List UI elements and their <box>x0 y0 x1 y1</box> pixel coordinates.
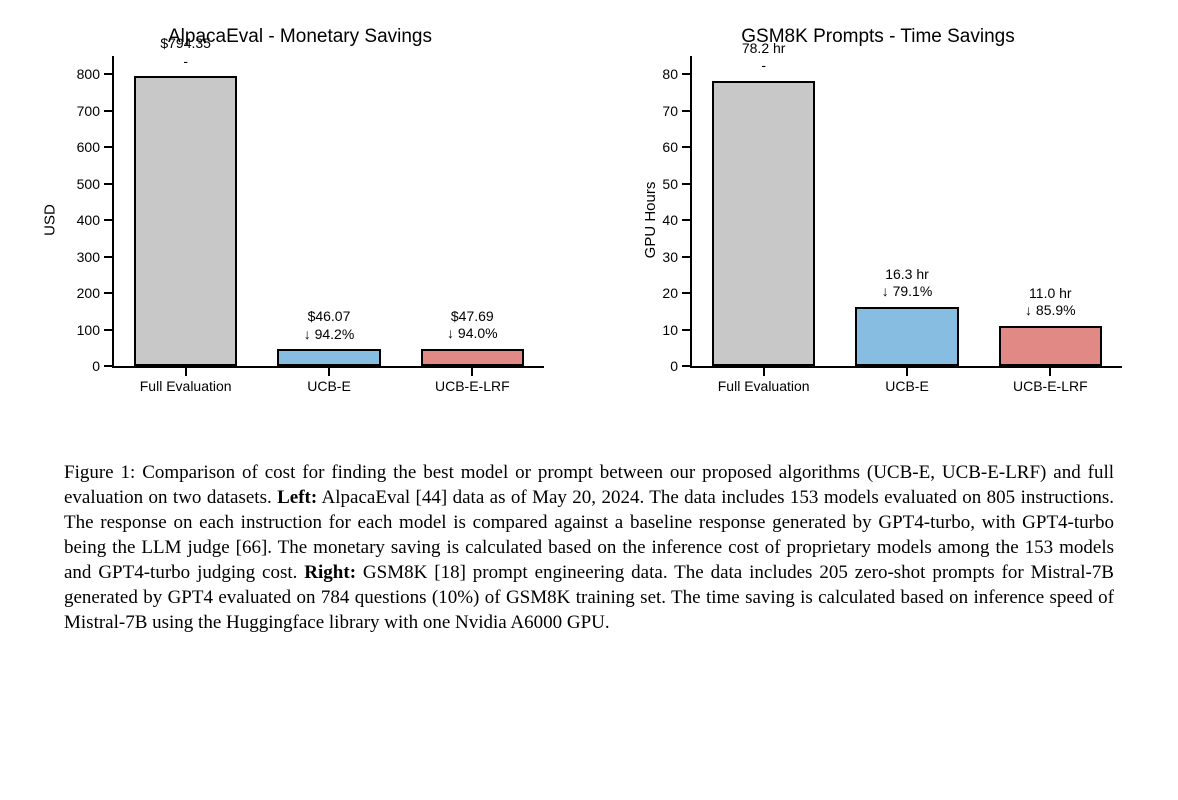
right-ytick-label: 30 <box>662 249 678 265</box>
right-xtick-label: UCB-E <box>885 378 929 394</box>
right-ytick <box>682 219 692 221</box>
left-ytick <box>104 73 114 75</box>
left-chart-plot: 0100200300400500600700800Full Evaluation… <box>112 56 544 368</box>
left-ytick-label: 0 <box>92 358 100 374</box>
right-ytick-label: 20 <box>662 285 678 301</box>
right-ytick <box>682 365 692 367</box>
left-ytick-label: 300 <box>77 249 100 265</box>
right-ytick <box>682 146 692 148</box>
right-ytick <box>682 329 692 331</box>
right-xtick <box>763 366 765 376</box>
right-xtick-label: UCB-E-LRF <box>1013 378 1088 394</box>
left-bar: $794.35- <box>134 76 237 366</box>
right-ytick <box>682 292 692 294</box>
right-ytick-label: 70 <box>662 103 678 119</box>
right-bar-label: 11.0 hr↓ 85.9% <box>950 285 1150 320</box>
right-bar: 16.3 hr↓ 79.1% <box>855 307 958 366</box>
left-ytick-label: 700 <box>77 103 100 119</box>
right-ytick-label: 10 <box>662 322 678 338</box>
right-xtick-label: Full Evaluation <box>718 378 810 394</box>
right-bar: 78.2 hr- <box>712 81 815 366</box>
caption-bold-left: Left: <box>277 487 317 508</box>
right-ytick-label: 60 <box>662 139 678 155</box>
left-ytick <box>104 292 114 294</box>
left-ytick-label: 600 <box>77 139 100 155</box>
right-xtick <box>1049 366 1051 376</box>
left-chart-ylabel: USD <box>41 204 58 236</box>
left-bar: $46.07↓ 94.2% <box>277 349 380 366</box>
left-ytick <box>104 256 114 258</box>
left-ytick-label: 100 <box>77 322 100 338</box>
right-ytick-label: 50 <box>662 176 678 192</box>
right-bar-label: 78.2 hr- <box>664 40 864 75</box>
right-chart-ylabel: GPU Hours <box>642 182 659 259</box>
right-xtick <box>906 366 908 376</box>
left-xtick-label: UCB-E <box>307 378 351 394</box>
right-bar: 11.0 hr↓ 85.9% <box>999 326 1102 366</box>
left-chart: AlpacaEval - Monetary Savings USD 010020… <box>40 20 560 420</box>
left-ytick-label: 400 <box>77 212 100 228</box>
left-bar-label: $47.69↓ 94.0% <box>372 308 572 343</box>
left-ytick <box>104 146 114 148</box>
left-xtick-label: Full Evaluation <box>140 378 232 394</box>
left-bar-label: $794.35- <box>86 35 286 70</box>
left-xtick <box>328 366 330 376</box>
caption-bold-right: Right: <box>304 562 356 583</box>
left-ytick-label: 200 <box>77 285 100 301</box>
right-ytick-label: 0 <box>670 358 678 374</box>
left-ytick <box>104 365 114 367</box>
left-ytick <box>104 219 114 221</box>
right-ytick <box>682 110 692 112</box>
right-ytick-label: 40 <box>662 212 678 228</box>
left-ytick <box>104 183 114 185</box>
figure-caption: Figure 1: Comparison of cost for finding… <box>64 460 1114 636</box>
right-chart: GSM8K Prompts - Time Savings GPU Hours 0… <box>618 20 1138 420</box>
left-xtick <box>471 366 473 376</box>
right-ytick <box>682 256 692 258</box>
left-ytick-label: 500 <box>77 176 100 192</box>
charts-row: AlpacaEval - Monetary Savings USD 010020… <box>40 20 1138 420</box>
left-ytick <box>104 110 114 112</box>
right-ytick <box>682 183 692 185</box>
left-ytick <box>104 329 114 331</box>
caption-prefix: Figure 1: <box>64 462 142 483</box>
left-bar: $47.69↓ 94.0% <box>421 349 524 366</box>
page-root: AlpacaEval - Monetary Savings USD 010020… <box>0 0 1178 800</box>
left-xtick-label: UCB-E-LRF <box>435 378 510 394</box>
right-chart-plot: 01020304050607080Full Evaluation78.2 hr-… <box>690 56 1122 368</box>
left-xtick <box>185 366 187 376</box>
